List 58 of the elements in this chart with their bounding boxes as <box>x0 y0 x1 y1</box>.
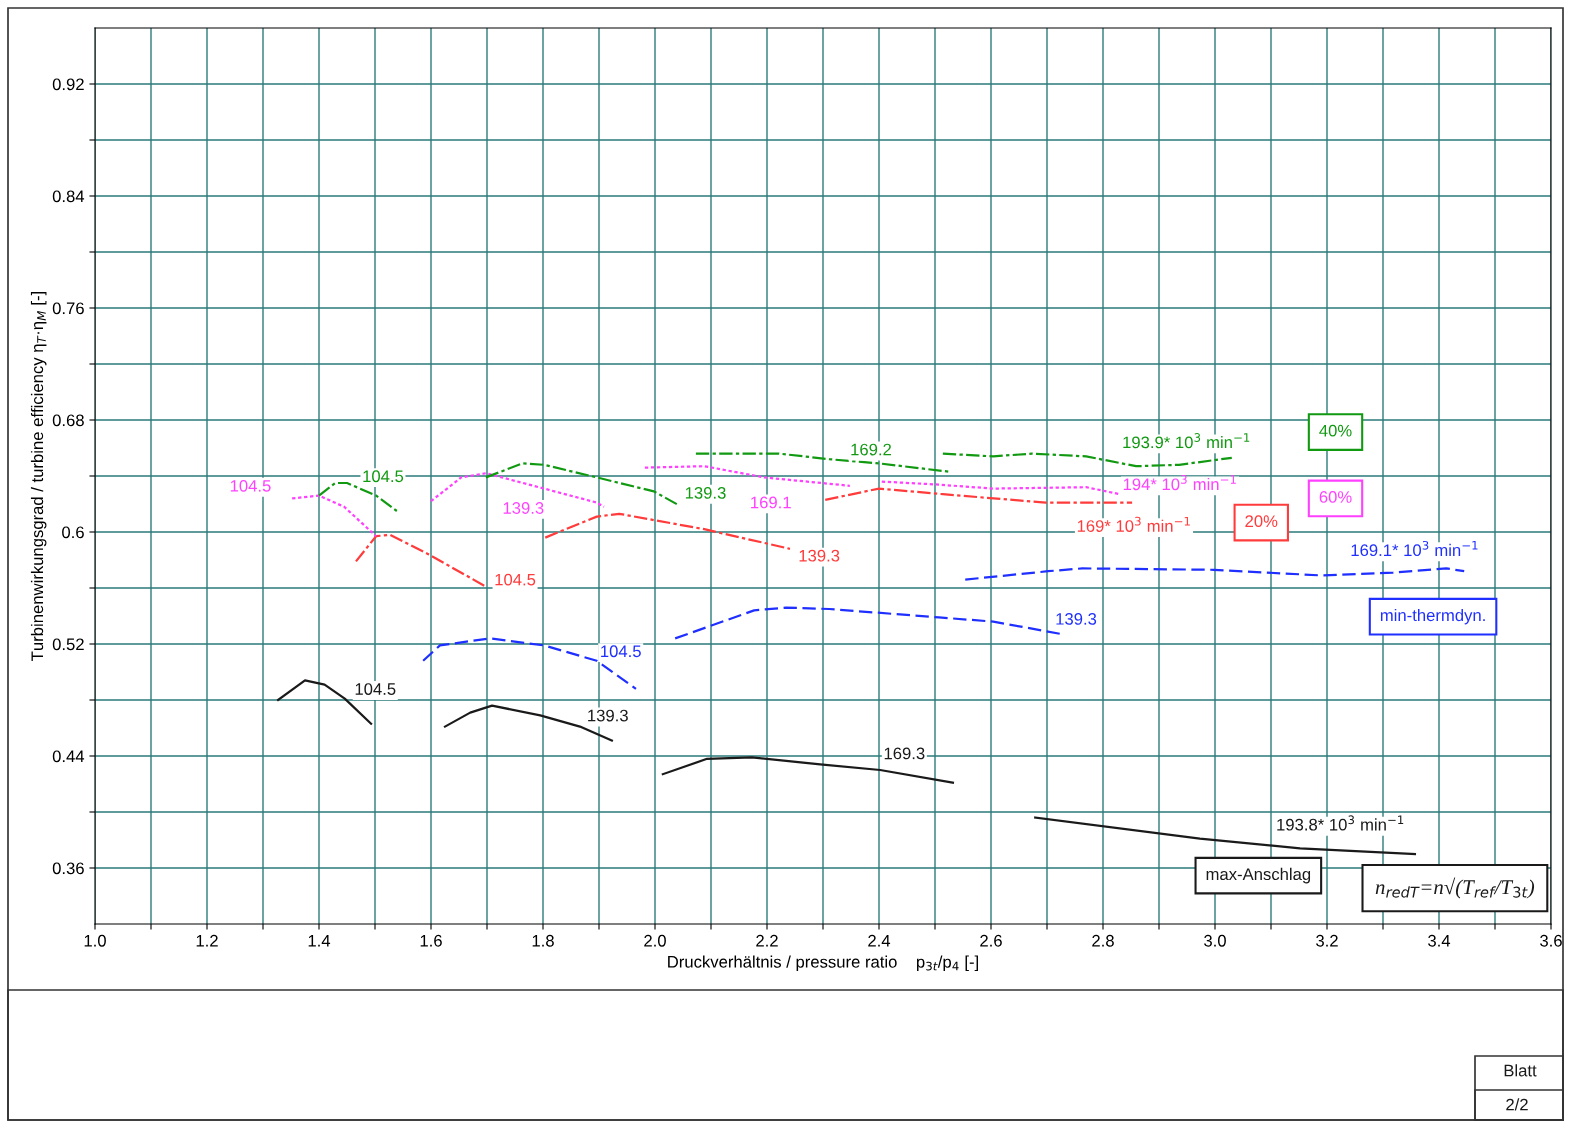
text: 2/2 <box>1506 1098 1528 1111</box>
series-label: 104.5 <box>601 645 641 658</box>
line-series <box>880 480 1121 496</box>
x-tick-label: 2.8 <box>1092 934 1114 947</box>
annotation: 60% <box>1319 491 1352 503</box>
x-tick-label: 1.6 <box>420 934 442 947</box>
x-tick-label: 3.4 <box>1428 934 1451 947</box>
annotation: n$_{redT}$=n√(T$_{ref}$/T$_{3t}$) <box>1375 877 1535 899</box>
y-tick-label: 0.68 <box>52 414 84 427</box>
series-label: 104.5 <box>363 470 404 483</box>
x-tick-label: 1.4 <box>308 935 331 947</box>
y-tick-label: 0.6 <box>62 526 84 539</box>
annotation: max-Anschlag <box>1206 867 1311 884</box>
series-label: 104.5 <box>355 683 396 695</box>
line-series <box>291 494 378 538</box>
line-series <box>941 452 1233 468</box>
annotation: 40% <box>1319 424 1352 437</box>
series-label: 104.5 <box>230 479 271 492</box>
line-series <box>544 512 792 550</box>
series-label: 194* 10$^{3}$ min$^{−1}$ <box>1123 475 1236 491</box>
x-tick-label: 2.6 <box>980 934 1002 947</box>
line-series <box>354 533 487 588</box>
series-label: 139.3 <box>588 709 628 722</box>
x-tick-label: 1.0 <box>84 934 106 947</box>
y-tick-label: 0.44 <box>52 750 85 763</box>
x-tick-label: 1.8 <box>532 934 554 947</box>
x-tick-label: 2.4 <box>868 934 891 947</box>
annotation: 20% <box>1245 515 1278 528</box>
series-label: 169* 10$^{3}$ min$^{−1}$ <box>1077 516 1190 532</box>
text: Blatt <box>1504 1064 1537 1077</box>
y-tick-label: 0.36 <box>52 862 84 875</box>
series-label: 139.3 <box>799 549 840 562</box>
y-tick-label: 0.52 <box>52 638 84 651</box>
y-tick-label: 0.84 <box>52 190 85 203</box>
y-axis-title: Turbinenwirkungsgrad / turbine efficiency η$_{T}$·η$_{M}$ [-] <box>30 292 47 661</box>
x-tick-label: 3.6 <box>1540 934 1562 947</box>
series-label: 193.8* 10$^{3}$ min$^{−1}$ <box>1277 815 1404 831</box>
series-label: 104.5 <box>495 573 536 586</box>
series-label: 169.1* 10$^{3}$ min$^{−1}$ <box>1351 540 1478 557</box>
line-series <box>643 465 851 487</box>
series-label: 169.3 <box>884 747 925 760</box>
x-axis-title: Druckverhältnis / pressure ratio p$_{3t}$/p$_{4}$ [-] <box>668 955 978 972</box>
series-label: 169.2 <box>851 443 891 456</box>
y-tick-label: 0.76 <box>52 302 84 315</box>
x-tick-label: 2.0 <box>644 934 666 947</box>
annotation: min-thermdyn. <box>1380 608 1485 625</box>
x-tick-label: 1.2 <box>196 934 218 947</box>
line-series <box>964 567 1466 581</box>
x-tick-label: 2.2 <box>756 934 778 947</box>
series-label: 169.1 <box>751 496 791 509</box>
series-label: 139.3 <box>685 486 726 499</box>
line-series <box>1034 816 1417 856</box>
x-tick-label: 3.0 <box>1204 934 1226 947</box>
series-label: 139.3 <box>1056 612 1097 625</box>
series-label: 193.9* 10$^{3}$ min$^{−1}$ <box>1123 433 1250 449</box>
series-label: 139.3 <box>503 502 544 514</box>
y-tick-label: 0.92 <box>52 78 84 91</box>
x-tick-label: 3.2 <box>1316 934 1338 947</box>
